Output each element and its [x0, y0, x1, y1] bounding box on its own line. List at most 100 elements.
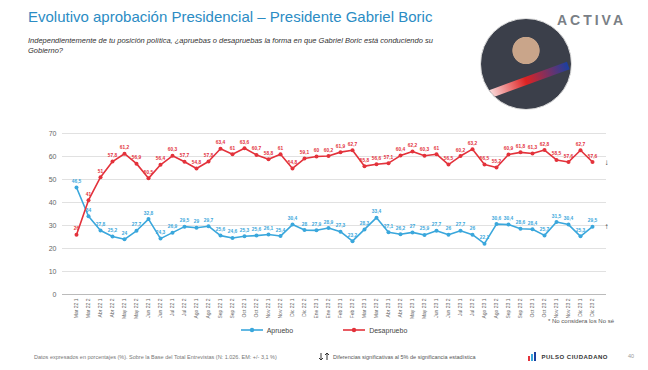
- svg-text:70: 70: [49, 130, 57, 137]
- svg-text:Jun 23 2: Jun 23 2: [445, 298, 451, 317]
- svg-text:54,8: 54,8: [192, 160, 202, 165]
- svg-text:31,5: 31,5: [552, 214, 562, 219]
- svg-text:56,9: 56,9: [132, 155, 142, 160]
- svg-text:60,2: 60,2: [456, 148, 466, 153]
- svg-text:Dic 23 2: Dic 23 2: [589, 298, 595, 317]
- svg-text:Jul 23 2: Jul 23 2: [469, 298, 475, 316]
- svg-text:57,6: 57,6: [588, 154, 598, 159]
- svg-text:60,9: 60,9: [504, 146, 514, 151]
- svg-text:25,2: 25,2: [108, 228, 118, 233]
- svg-text:27,7: 27,7: [132, 222, 142, 227]
- svg-text:Nov 23 2: Nov 23 2: [565, 298, 571, 318]
- svg-text:26: 26: [470, 226, 476, 231]
- svg-text:25,6: 25,6: [216, 227, 226, 232]
- svg-text:61: 61: [434, 146, 440, 151]
- svg-text:27,8: 27,8: [96, 222, 106, 227]
- svg-text:Jul 23 1: Jul 23 1: [457, 298, 463, 316]
- svg-text:26,9: 26,9: [168, 224, 178, 229]
- svg-text:61,9: 61,9: [336, 144, 346, 149]
- svg-text:30,4: 30,4: [504, 216, 514, 221]
- svg-text:24,3: 24,3: [156, 230, 166, 235]
- svg-text:Oct 23 1: Oct 23 1: [529, 298, 535, 317]
- svg-text:May 22 2: May 22 2: [133, 298, 139, 319]
- svg-text:May 23 1: May 23 1: [409, 298, 415, 319]
- svg-text:60: 60: [49, 153, 57, 160]
- svg-text:Jun 23 1: Jun 23 1: [433, 298, 439, 317]
- svg-text:26,2: 26,2: [396, 226, 406, 231]
- svg-text:Nov 22 2: Nov 22 2: [277, 298, 283, 318]
- svg-text:Jul 22 2: Jul 22 2: [181, 298, 187, 316]
- svg-text:25,3: 25,3: [240, 228, 250, 233]
- svg-text:Nov 23 1: Nov 23 1: [553, 298, 559, 318]
- svg-text:29: 29: [194, 219, 200, 224]
- svg-text:Oct 22 1: Oct 22 1: [241, 298, 247, 317]
- svg-text:62,7: 62,7: [576, 142, 586, 147]
- svg-text:30: 30: [49, 222, 57, 229]
- svg-text:61,2: 61,2: [120, 145, 130, 150]
- svg-text:41: 41: [86, 192, 92, 197]
- svg-text:60,3: 60,3: [168, 147, 178, 152]
- svg-text:29,5: 29,5: [588, 218, 598, 223]
- svg-text:61: 61: [230, 146, 236, 151]
- svg-text:20: 20: [49, 245, 57, 252]
- svg-text:61,3: 61,3: [528, 145, 538, 150]
- svg-text:62,7: 62,7: [348, 142, 358, 147]
- svg-text:33,4: 33,4: [372, 209, 382, 214]
- svg-text:↑: ↑: [605, 222, 609, 231]
- svg-text:58,5: 58,5: [552, 151, 562, 156]
- svg-text:56,6: 56,6: [372, 156, 382, 161]
- svg-text:May 22 1: May 22 1: [121, 298, 127, 319]
- svg-text:61,8: 61,8: [516, 144, 526, 149]
- svg-text:27,7: 27,7: [456, 222, 466, 227]
- svg-text:55,8: 55,8: [360, 158, 370, 163]
- svg-text:27,3: 27,3: [336, 223, 346, 228]
- svg-text:27,9: 27,9: [312, 222, 322, 227]
- svg-text:Dic 22 1: Dic 22 1: [289, 298, 295, 317]
- svg-text:28,9: 28,9: [324, 220, 334, 225]
- svg-text:62,2: 62,2: [408, 143, 418, 148]
- svg-text:↓: ↓: [605, 158, 609, 167]
- svg-text:Mar 23 1: Mar 23 1: [361, 298, 367, 318]
- svg-text:24,6: 24,6: [228, 229, 238, 234]
- svg-text:60,4: 60,4: [396, 147, 406, 152]
- svg-text:Mar 23 2: Mar 23 2: [373, 298, 379, 318]
- svg-text:Feb 23 1: Feb 23 1: [337, 298, 343, 318]
- svg-text:30,4: 30,4: [564, 216, 574, 221]
- svg-text:25,9: 25,9: [420, 226, 430, 231]
- svg-text:55,2: 55,2: [492, 159, 502, 164]
- svg-text:May 23 2: May 23 2: [421, 298, 427, 319]
- svg-text:Abr 22 2: Abr 22 2: [109, 298, 115, 317]
- svg-text:57,6: 57,6: [564, 154, 574, 159]
- svg-text:57,1: 57,1: [384, 155, 394, 160]
- svg-text:60: 60: [314, 148, 320, 153]
- svg-text:58,8: 58,8: [264, 151, 274, 156]
- svg-text:Ene 23 1: Ene 23 1: [313, 298, 319, 318]
- svg-text:50,5: 50,5: [144, 170, 154, 175]
- svg-text:Abr 23 2: Abr 23 2: [397, 298, 403, 317]
- svg-text:61: 61: [278, 146, 284, 151]
- svg-text:27: 27: [410, 224, 416, 229]
- svg-text:Oct 23 2: Oct 23 2: [541, 298, 547, 317]
- svg-text:Jul 22 1: Jul 22 1: [169, 298, 175, 316]
- svg-text:22,1: 22,1: [480, 235, 490, 240]
- svg-text:51: 51: [98, 169, 104, 174]
- svg-text:Jun 22 1: Jun 22 1: [145, 298, 151, 317]
- svg-text:56,4: 56,4: [156, 156, 166, 161]
- svg-text:25,6: 25,6: [252, 227, 262, 232]
- svg-text:Dic 23 1: Dic 23 1: [577, 298, 583, 317]
- svg-text:23,2: 23,2: [348, 233, 358, 238]
- svg-text:Jun 22 2: Jun 22 2: [157, 298, 163, 317]
- svg-text:56,5: 56,5: [444, 156, 454, 161]
- svg-text:Mar 22 2: Mar 22 2: [85, 298, 91, 318]
- svg-text:Feb 23 2: Feb 23 2: [349, 298, 355, 318]
- svg-text:27,7: 27,7: [432, 222, 442, 227]
- svg-text:Sep 23 1: Sep 23 1: [505, 298, 511, 318]
- svg-text:Dic 22 2: Dic 22 2: [301, 298, 307, 317]
- svg-text:63,2: 63,2: [468, 141, 478, 146]
- svg-text:60,3: 60,3: [420, 147, 430, 152]
- svg-text:28,4: 28,4: [528, 221, 538, 226]
- svg-text:63,6: 63,6: [240, 140, 250, 145]
- svg-text:Abr 22 1: Abr 22 1: [97, 298, 103, 317]
- svg-text:60,7: 60,7: [252, 146, 262, 151]
- svg-text:29,7: 29,7: [204, 218, 214, 223]
